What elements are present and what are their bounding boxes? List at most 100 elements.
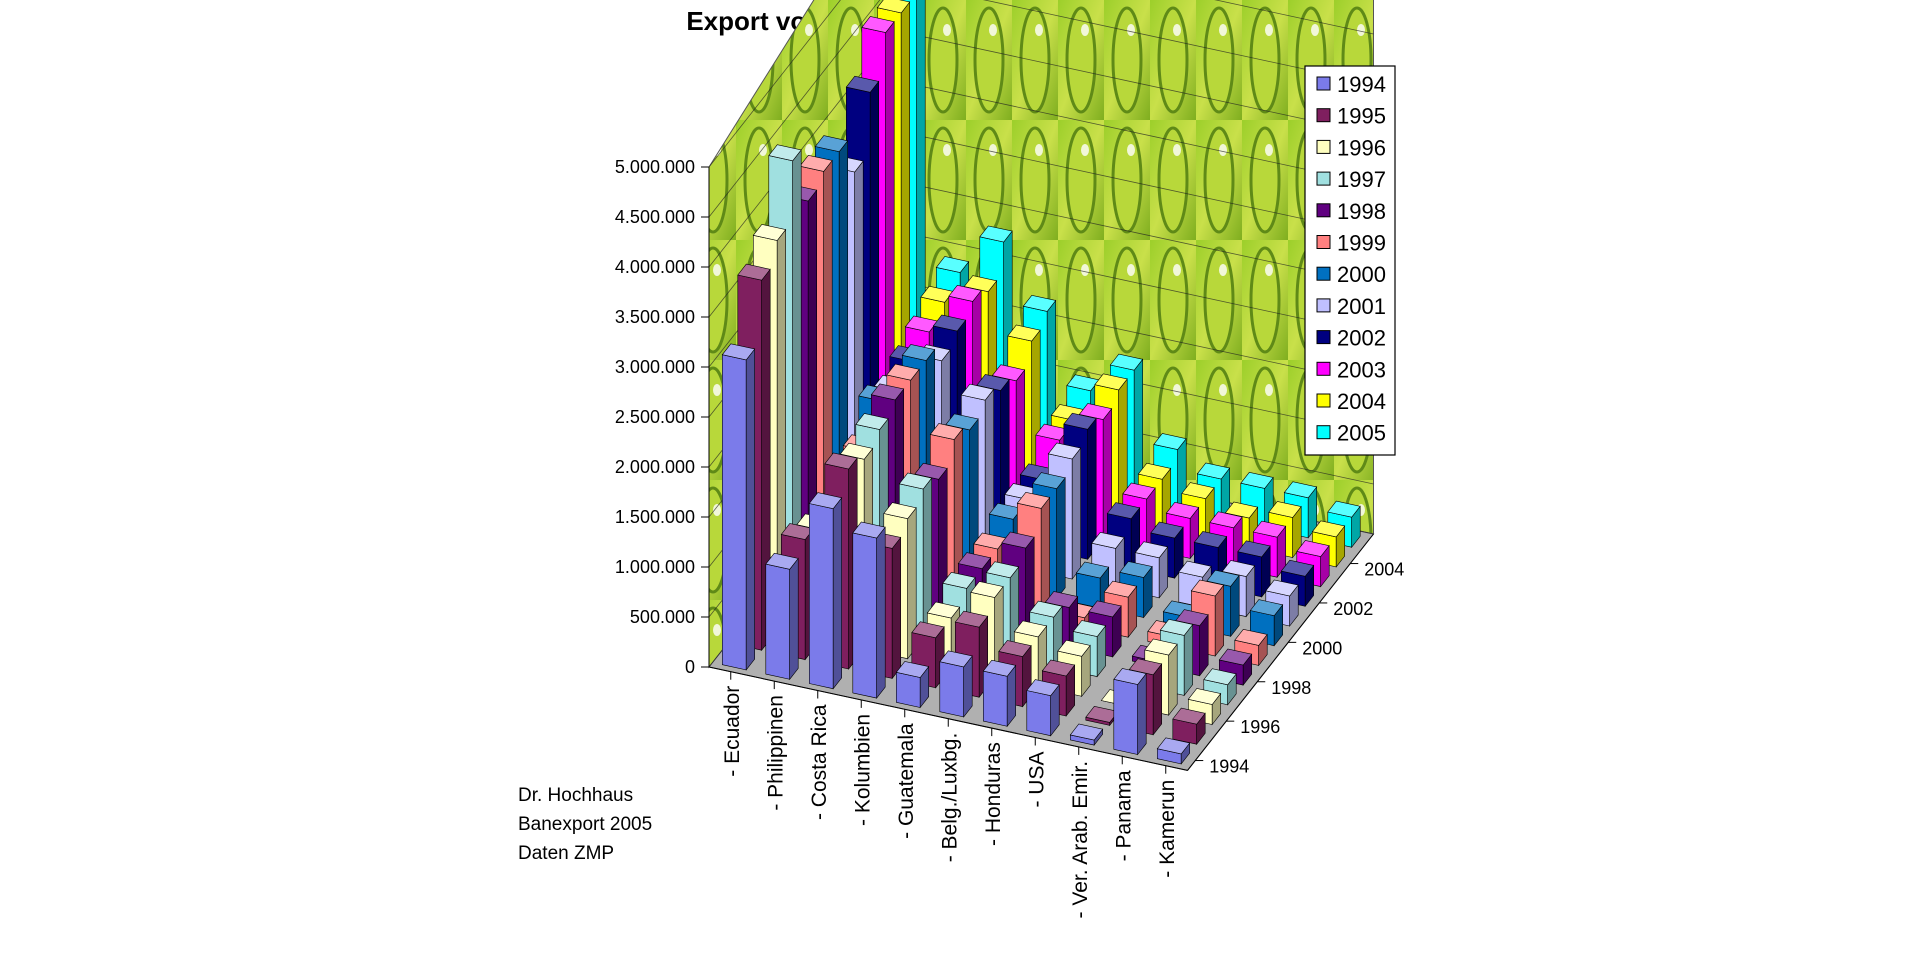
bar <box>1075 561 1110 609</box>
bar-top <box>945 413 979 431</box>
bar <box>808 492 843 690</box>
bar-top <box>982 659 1017 677</box>
bar-top <box>1113 668 1147 685</box>
legend-swatch <box>1316 76 1331 91</box>
bar-top <box>1203 668 1237 686</box>
legend-swatch <box>1316 171 1331 186</box>
legend-swatch <box>1316 298 1331 313</box>
bar-top <box>1175 609 1209 627</box>
bar-front <box>852 532 878 699</box>
bar-top <box>991 364 1026 382</box>
bar-side <box>1056 476 1066 600</box>
bar-top <box>1178 560 1212 578</box>
grid-line <box>708 0 1374 168</box>
bar-top <box>1234 628 1268 646</box>
bar-top <box>1224 501 1259 519</box>
bar-top <box>1122 482 1156 500</box>
y-tick-label: 500.000 <box>630 607 695 627</box>
bar-top <box>932 314 967 332</box>
bar-top <box>1311 520 1346 538</box>
bar <box>1172 707 1206 746</box>
bar-side <box>832 496 843 690</box>
x-tick-label: - USA <box>1025 752 1048 808</box>
x-tick-label: - Ecuador <box>721 686 744 777</box>
depth-tick-label: 1998 <box>1271 678 1311 698</box>
x-tick-label: - Panama <box>1112 770 1135 861</box>
depth-tick-label: 2004 <box>1364 560 1404 580</box>
bar-top <box>1206 569 1240 587</box>
bar-top <box>1144 638 1178 656</box>
bar-top <box>1057 639 1091 657</box>
bar-side <box>1071 447 1081 580</box>
bar-top <box>939 650 973 668</box>
bar-top <box>1094 373 1128 391</box>
grid-line <box>708 0 1374 218</box>
bar-top <box>979 225 1013 243</box>
bar-top <box>765 552 799 570</box>
bar-side <box>789 557 799 681</box>
bar-side <box>745 348 756 671</box>
bar-top <box>1029 600 1063 618</box>
x-tick-label: - Kamerun <box>1156 780 1179 878</box>
legend-swatch <box>1316 108 1331 123</box>
bar-side <box>891 536 902 680</box>
annotation: Banexport 2005 <box>518 814 652 835</box>
bar-top <box>1128 658 1163 676</box>
bar-top <box>926 601 961 619</box>
bar-top <box>1172 707 1206 725</box>
bar-top <box>998 640 1032 657</box>
bar <box>721 343 756 671</box>
y-tick-label: 1.500.000 <box>615 507 695 527</box>
legend-label: 1994 <box>1337 72 1386 97</box>
bar-top <box>1283 481 1318 499</box>
bar <box>1156 737 1191 765</box>
bar-top <box>935 256 970 273</box>
bar <box>1069 723 1104 746</box>
bar-front <box>1113 678 1138 755</box>
bar-top <box>852 521 886 539</box>
bar-top <box>799 154 833 172</box>
bar-top <box>1252 520 1287 538</box>
bar <box>1187 688 1222 726</box>
bar-top <box>808 492 843 510</box>
depth-axis <box>1187 533 1374 771</box>
y-tick-label: 5.000.000 <box>615 157 695 177</box>
annotation: Dr. Hochhaus <box>518 785 633 806</box>
bar-top <box>929 423 964 440</box>
bar-top <box>1103 580 1138 598</box>
bar-front <box>939 661 965 718</box>
bar-top <box>824 452 858 470</box>
x-tick-label: - Guatemala <box>895 723 918 839</box>
legend-swatch <box>1316 235 1331 249</box>
bar-top <box>1159 618 1194 636</box>
bar-top <box>1134 541 1169 559</box>
bar-top <box>1007 324 1041 342</box>
bar-top <box>901 344 936 361</box>
bar-top <box>1209 511 1243 529</box>
depth-tick-label: 2002 <box>1333 599 1373 619</box>
bar-top <box>970 581 1004 598</box>
bar <box>939 650 973 718</box>
bar-side <box>1152 663 1162 736</box>
legend-swatch <box>1316 266 1331 281</box>
bar-top <box>1327 500 1361 518</box>
bar-top <box>948 284 982 302</box>
legend-label: 1999 <box>1337 231 1386 256</box>
bar-top <box>1075 561 1110 579</box>
legend-label: 2001 <box>1337 294 1386 319</box>
legend-label: 2005 <box>1337 421 1386 446</box>
bar-top <box>1063 412 1097 430</box>
x-tick-label: - Kolumbien <box>851 714 874 826</box>
bar-top <box>1165 501 1200 519</box>
bar-side <box>1137 672 1147 756</box>
bar-top <box>1088 600 1122 618</box>
bar-top <box>839 442 874 460</box>
bar-top <box>911 621 945 639</box>
y-tick-label: 0 <box>685 657 695 677</box>
bar-top <box>845 75 880 93</box>
bar-side <box>1183 623 1193 697</box>
bar-top <box>1153 433 1187 450</box>
bar-front <box>1026 690 1051 737</box>
bar <box>765 552 799 681</box>
legend-label: 2000 <box>1337 262 1386 287</box>
